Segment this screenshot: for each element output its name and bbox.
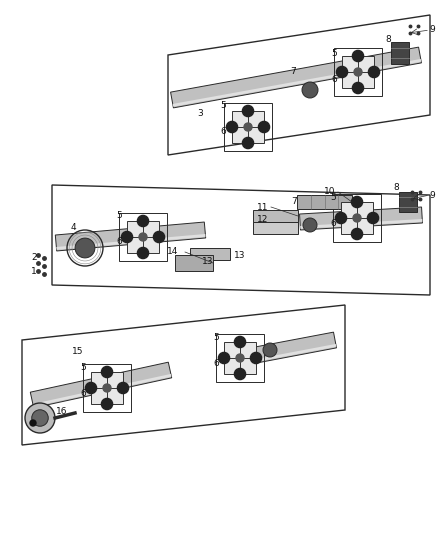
Bar — [333, 194, 381, 242]
Circle shape — [258, 122, 270, 133]
Polygon shape — [241, 344, 336, 365]
Bar — [232, 111, 264, 143]
Circle shape — [32, 410, 48, 426]
Circle shape — [30, 420, 36, 426]
Text: 5: 5 — [331, 50, 337, 59]
Text: 7: 7 — [291, 198, 297, 206]
Circle shape — [351, 229, 363, 240]
Text: 1: 1 — [31, 268, 37, 277]
Bar — [190, 248, 230, 260]
Circle shape — [354, 68, 362, 76]
Circle shape — [103, 384, 111, 392]
Text: 6: 6 — [80, 390, 86, 399]
Text: 9: 9 — [429, 26, 435, 35]
Circle shape — [303, 218, 317, 232]
Bar — [297, 195, 352, 209]
Polygon shape — [239, 332, 336, 366]
Circle shape — [139, 233, 147, 241]
Circle shape — [353, 214, 361, 222]
Circle shape — [138, 247, 148, 259]
Text: 6: 6 — [330, 220, 336, 229]
Bar — [253, 222, 298, 234]
Circle shape — [242, 106, 254, 117]
Text: 13: 13 — [234, 252, 246, 261]
Text: 7: 7 — [290, 67, 296, 76]
Polygon shape — [57, 234, 205, 250]
Text: 16: 16 — [56, 408, 68, 416]
Text: 9: 9 — [429, 190, 435, 199]
Text: 8: 8 — [385, 35, 391, 44]
Text: 5: 5 — [116, 212, 122, 221]
Circle shape — [251, 352, 261, 364]
Circle shape — [368, 67, 380, 78]
Bar — [391, 42, 409, 64]
Circle shape — [75, 238, 95, 258]
Bar — [127, 221, 159, 253]
Circle shape — [138, 215, 148, 227]
Text: 14: 14 — [167, 247, 179, 256]
Circle shape — [226, 122, 237, 133]
Circle shape — [302, 82, 318, 98]
Text: 15: 15 — [72, 348, 84, 357]
Circle shape — [234, 368, 246, 379]
Circle shape — [353, 83, 364, 94]
Bar — [224, 103, 272, 151]
Text: 5: 5 — [80, 364, 86, 373]
Circle shape — [351, 196, 363, 207]
Bar — [119, 213, 167, 261]
Text: 5: 5 — [220, 101, 226, 110]
Circle shape — [219, 352, 230, 364]
Bar — [253, 210, 298, 222]
Polygon shape — [33, 374, 171, 407]
Text: 13: 13 — [202, 257, 214, 266]
Circle shape — [263, 343, 277, 357]
Polygon shape — [170, 47, 421, 108]
Circle shape — [336, 67, 348, 78]
Circle shape — [242, 138, 254, 149]
Text: 2: 2 — [31, 254, 37, 262]
Text: 8: 8 — [393, 183, 399, 192]
Circle shape — [153, 231, 165, 243]
Text: 6: 6 — [220, 127, 226, 136]
Bar — [175, 255, 213, 271]
Text: 6: 6 — [213, 359, 219, 368]
Bar — [334, 48, 382, 96]
Polygon shape — [173, 59, 421, 107]
Circle shape — [244, 123, 252, 131]
Circle shape — [121, 231, 133, 243]
Circle shape — [234, 336, 246, 348]
Text: 5: 5 — [330, 193, 336, 203]
Bar — [342, 56, 374, 88]
Bar — [216, 334, 264, 382]
Text: 6: 6 — [331, 76, 337, 85]
Bar — [399, 192, 417, 212]
Circle shape — [102, 398, 113, 409]
Polygon shape — [300, 207, 423, 230]
Circle shape — [367, 212, 378, 224]
Polygon shape — [300, 219, 422, 229]
Text: 5: 5 — [213, 334, 219, 343]
Polygon shape — [30, 362, 172, 408]
Text: 11: 11 — [257, 203, 269, 212]
Circle shape — [117, 382, 129, 393]
Text: 4: 4 — [70, 223, 76, 232]
Circle shape — [353, 51, 364, 62]
Text: 3: 3 — [197, 109, 203, 117]
Polygon shape — [55, 222, 206, 251]
Text: 6: 6 — [116, 238, 122, 246]
Circle shape — [102, 366, 113, 377]
Circle shape — [25, 403, 55, 433]
Text: 12: 12 — [257, 215, 268, 224]
Text: 10: 10 — [324, 188, 336, 197]
Circle shape — [336, 212, 346, 224]
Bar — [91, 372, 123, 404]
Circle shape — [236, 354, 244, 362]
Circle shape — [85, 382, 97, 393]
Bar — [224, 342, 256, 374]
Bar — [83, 364, 131, 412]
Bar — [341, 202, 373, 234]
